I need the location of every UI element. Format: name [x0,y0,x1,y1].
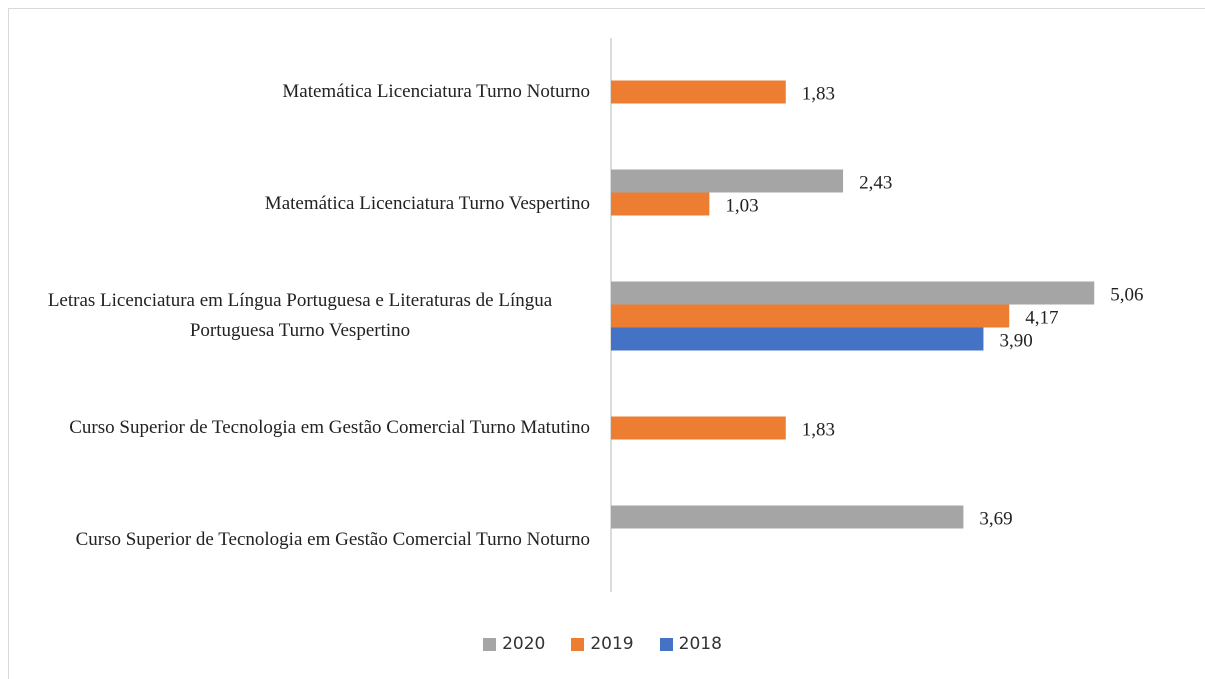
category-label-box: Letras Licenciatura em Língua Portuguesa… [0,286,590,346]
category-label: Matemática Licenciatura Turno Vespertino [264,193,590,214]
legend-label: 2019 [590,634,634,654]
legend-swatch [659,637,673,651]
bar [611,505,964,529]
data-label: 4,17 [1025,307,1058,328]
legend-label: 2018 [678,634,722,654]
legend-item: 2019 [571,634,634,654]
data-label: 1,03 [725,195,758,216]
data-label: 2,43 [859,172,892,193]
chart-frame [8,8,1205,679]
bar [611,327,984,351]
legend-swatch [483,637,497,651]
bar [611,192,710,216]
bar [611,169,844,193]
category-label-box: Matemática Licenciatura Turno Vespertino [0,189,590,219]
category-label-box: Curso Superior de Tecnologia em Gestão C… [0,413,590,443]
category-label-box: Curso Superior de Tecnologia em Gestão C… [0,525,590,555]
category-label: Curso Superior de Tecnologia em Gestão C… [69,417,590,438]
data-label: 1,83 [802,83,835,104]
bar [611,281,1095,305]
data-label: 3,90 [999,330,1032,351]
category-label: Matemática Licenciatura Turno Noturno [282,81,590,102]
legend-label: 2020 [502,634,546,654]
legend-item: 2020 [483,634,545,654]
legend: 2020 2019 2018 [0,634,1205,654]
legend-item: 2018 [659,634,722,654]
bar [611,416,786,440]
data-label: 3,69 [979,508,1012,529]
category-label: Curso Superior de Tecnologia em Gestão C… [75,529,590,550]
bar [611,304,1010,328]
legend-swatch [571,637,585,651]
bar [611,80,786,104]
data-label: 1,83 [802,419,835,440]
category-label: Letras Licenciatura em Língua Portuguesa… [47,290,553,341]
data-label: 5,06 [1110,284,1143,305]
category-label-box: Matemática Licenciatura Turno Noturno [0,77,590,107]
